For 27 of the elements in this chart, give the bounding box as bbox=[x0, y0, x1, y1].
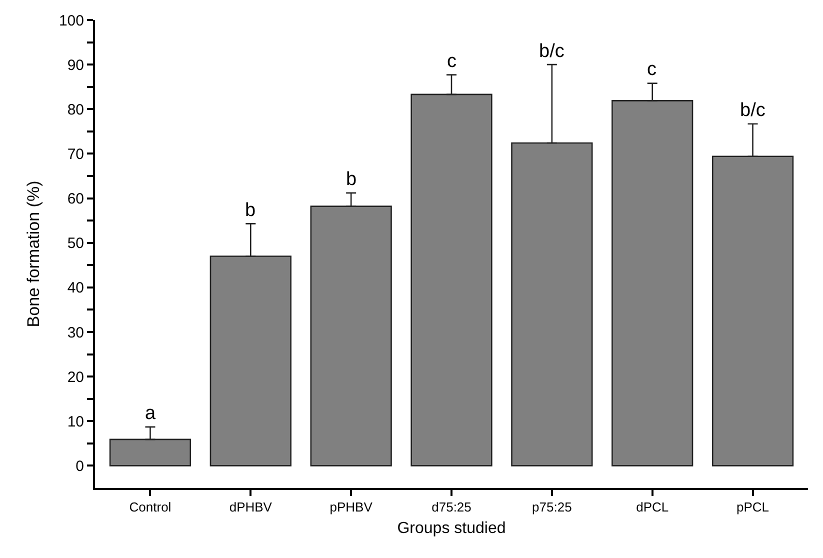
x-axis-title: Groups studied bbox=[397, 520, 506, 537]
x-tick-label: dPHBV bbox=[229, 500, 272, 515]
x-tick-label: p75:25 bbox=[532, 500, 572, 515]
x-tick-label: pPCL bbox=[736, 500, 770, 515]
y-tick-label: 20 bbox=[67, 368, 84, 386]
annotation: b/c bbox=[539, 41, 564, 62]
y-tick-label: 90 bbox=[67, 56, 84, 74]
annotation: a bbox=[145, 403, 156, 424]
y-tick-label: 40 bbox=[67, 280, 84, 297]
annotation: b/c bbox=[740, 100, 766, 121]
x-tick-label: d75:25 bbox=[432, 500, 472, 515]
annotation: b bbox=[245, 200, 256, 221]
annotation: b bbox=[346, 169, 357, 190]
y-tick-label: 100 bbox=[58, 12, 84, 30]
x-tick-label: Control bbox=[129, 500, 172, 515]
y-tick-label: 30 bbox=[67, 324, 84, 342]
x-tick-label: pPHBV bbox=[330, 500, 373, 515]
y-tick-label: 60 bbox=[67, 190, 84, 208]
y-tick-label: 70 bbox=[67, 146, 84, 163]
y-tick-label: 80 bbox=[67, 101, 84, 118]
annotation: c bbox=[447, 51, 456, 72]
y-tick-label: 0 bbox=[76, 458, 84, 475]
annotation: c bbox=[647, 59, 656, 80]
y-tick-label: 10 bbox=[67, 413, 84, 430]
x-tick-label: dPCL bbox=[636, 500, 669, 515]
y-axis-title: Bone formation (%) bbox=[24, 180, 44, 328]
y-tick-label: 50 bbox=[67, 235, 84, 252]
